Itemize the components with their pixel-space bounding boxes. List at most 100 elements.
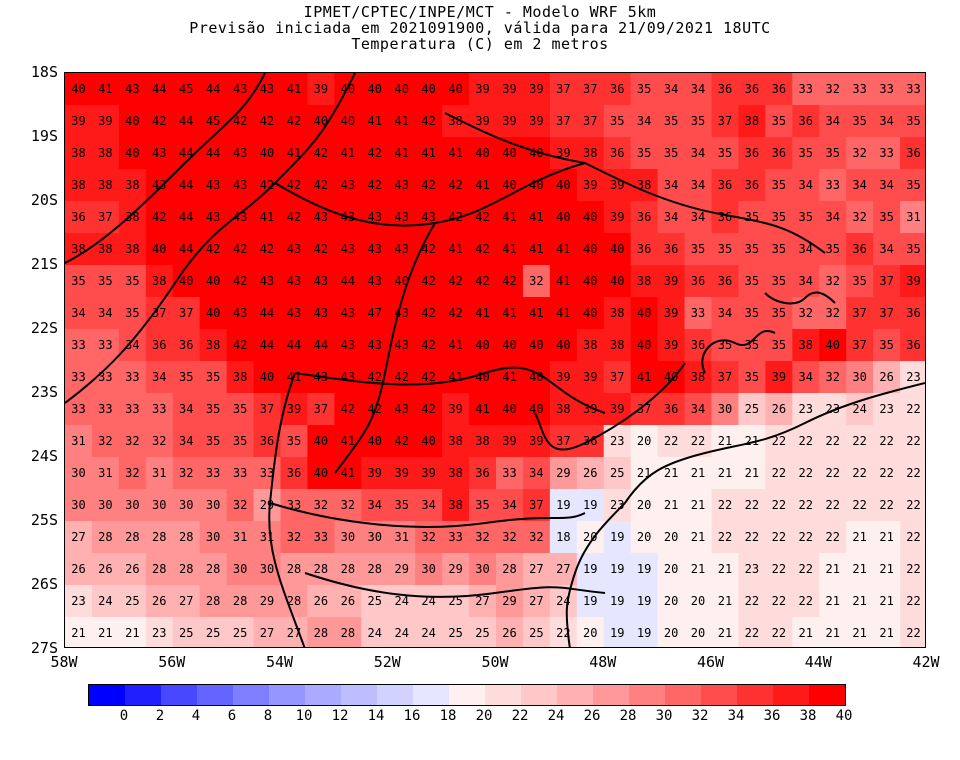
- temperature-value: 34: [664, 178, 678, 192]
- latitude-label: 22S: [30, 319, 58, 337]
- temperature-value: 38: [610, 306, 624, 320]
- temperature-cell: [307, 265, 335, 298]
- temperature-value: 35: [745, 370, 759, 384]
- temperature-cell: [226, 361, 255, 394]
- temperature-cell: [657, 521, 686, 554]
- temperature-cell: [630, 553, 659, 586]
- temperature-value: 41: [287, 370, 301, 384]
- temperature-cell: [361, 73, 389, 106]
- temperature-cell: [522, 617, 551, 647]
- temperature-cell: [91, 105, 120, 138]
- temperature-cell: [415, 297, 443, 330]
- temperature-value: 34: [179, 402, 193, 416]
- temperature-cell: [199, 489, 228, 522]
- temperature-cell: [307, 521, 335, 554]
- temperature-cell: [118, 297, 147, 330]
- temperature-value: 34: [799, 242, 813, 256]
- temperature-value: 35: [691, 242, 705, 256]
- temperature-value: 42: [260, 114, 274, 128]
- temperature-cell: [630, 361, 659, 394]
- temperature-value: 42: [341, 402, 355, 416]
- temperature-cell: [900, 393, 925, 426]
- temperature-cell: [361, 169, 389, 202]
- temperature-value: 42: [233, 274, 247, 288]
- temperature-value: 38: [583, 146, 597, 160]
- temperature-value: 40: [475, 146, 489, 160]
- temperature-cell: [603, 201, 632, 234]
- temperature-cell: [65, 137, 93, 170]
- temperature-value: 39: [583, 370, 597, 384]
- temperature-value: 35: [799, 210, 813, 224]
- colorbar-label: 38: [799, 708, 817, 724]
- temperature-cell: [496, 233, 524, 266]
- temperature-value: 30: [852, 370, 866, 384]
- temperature-cell: [388, 457, 416, 490]
- latitude-label: 20S: [30, 191, 58, 209]
- temperature-value: 22: [745, 626, 759, 640]
- temperature-cell: [442, 105, 470, 138]
- temperature-cell: [819, 137, 847, 170]
- temperature-cell: [145, 137, 174, 170]
- temperature-value: 20: [637, 434, 651, 448]
- temperature-value: 22: [772, 626, 786, 640]
- temperature-value: 39: [664, 274, 678, 288]
- temperature-value: 35: [772, 274, 786, 288]
- temperature-value: 30: [421, 562, 435, 576]
- temperature-value: 42: [421, 338, 435, 352]
- temperature-value: 44: [179, 178, 193, 192]
- temperature-cell: [576, 265, 605, 298]
- temperature-cell: [442, 457, 470, 490]
- temperature-value: 38: [206, 338, 220, 352]
- border-line: [624, 382, 925, 504]
- temperature-value: 22: [799, 594, 813, 608]
- temperature-cell: [819, 489, 847, 522]
- temperature-cell: [172, 297, 201, 330]
- temperature-cell: [65, 425, 93, 458]
- colorbar-swatch: [665, 685, 701, 705]
- temperature-cell: [630, 201, 659, 234]
- temperature-value: 27: [556, 562, 570, 576]
- temperature-value: 21: [718, 466, 732, 480]
- temperature-value: 43: [394, 210, 408, 224]
- temperature-cell: [226, 457, 255, 490]
- temperature-cell: [819, 201, 847, 234]
- temperature-value: 28: [179, 530, 193, 544]
- temperature-cell: [415, 489, 443, 522]
- temperature-value: 35: [852, 274, 866, 288]
- temperature-value: 43: [233, 82, 247, 96]
- temperature-value: 22: [825, 434, 839, 448]
- temperature-cell: [280, 169, 309, 202]
- temperature-cell: [253, 329, 282, 362]
- temperature-cell: [711, 105, 740, 138]
- temperature-value: 21: [691, 498, 705, 512]
- temperature-value: 30: [71, 498, 85, 512]
- temperature-cell: [765, 265, 793, 298]
- temperature-value: 22: [799, 530, 813, 544]
- temperature-value: 39: [529, 434, 543, 448]
- temperature-cell: [415, 553, 443, 586]
- temperature-cell: [361, 137, 389, 170]
- temperature-value: 30: [475, 562, 489, 576]
- temperature-value: 36: [745, 178, 759, 192]
- temperature-value: 19: [583, 594, 597, 608]
- temperature-value: 40: [583, 210, 597, 224]
- temperature-cell: [65, 265, 93, 298]
- temperature-cell: [846, 201, 874, 234]
- temperature-cell: [900, 265, 925, 298]
- temperature-value: 33: [233, 466, 247, 480]
- temperature-cell: [226, 329, 255, 362]
- temperature-cell: [630, 329, 659, 362]
- colorbar-swatch: [485, 685, 521, 705]
- temperature-cell: [792, 201, 820, 234]
- temperature-cell: [118, 73, 147, 106]
- temperature-value: 42: [421, 242, 435, 256]
- temperature-value: 20: [583, 626, 597, 640]
- temperature-value: 36: [610, 146, 624, 160]
- temperature-value: 38: [556, 402, 570, 416]
- temperature-cell: [253, 233, 282, 266]
- temperature-value: 38: [637, 274, 651, 288]
- temperature-cell: [469, 201, 497, 234]
- temperature-value: 34: [825, 210, 839, 224]
- temperature-value: 41: [394, 114, 408, 128]
- temperature-value: 38: [583, 338, 597, 352]
